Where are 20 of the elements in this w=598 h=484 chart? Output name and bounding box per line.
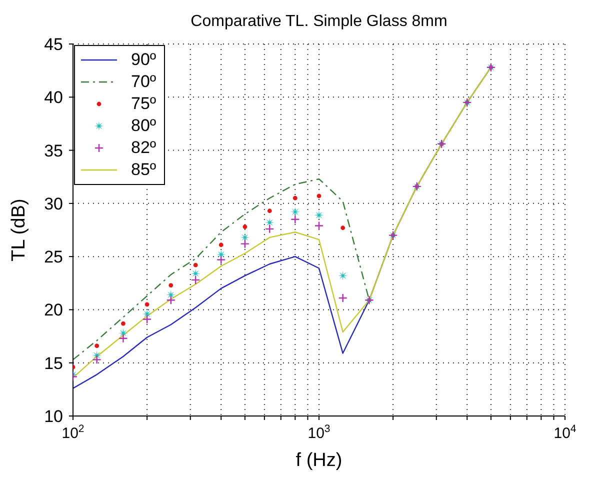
legend-label: 70º (131, 72, 156, 92)
y-tick-label: 25 (44, 248, 63, 267)
y-axis-title: TL (dB) (8, 198, 30, 262)
legend-label: 80º (131, 116, 156, 136)
y-tick-label: 20 (44, 300, 63, 320)
y-tick-label: 40 (44, 88, 63, 108)
legend-label: 82º (131, 138, 156, 158)
x-axis-title: f (Hz) (296, 450, 342, 471)
x-tick-label: 10$^{4}$ (554, 423, 576, 442)
legend-label: 85º (131, 160, 156, 180)
legend-label: 90º (131, 50, 156, 70)
y-tick-label: 15 (44, 354, 63, 373)
x-tick-label: 10$^{3}$ (308, 423, 330, 442)
y-tick-label: 45 (44, 35, 63, 54)
chart-title: Comparative TL. Simple Glass 8mm (190, 13, 448, 30)
x-tick-label: 10$^{2}$ (62, 423, 84, 442)
y-tick-label: 30 (44, 194, 63, 214)
y-tick-label: 10 (44, 407, 63, 426)
legend-label: 75º (131, 94, 156, 114)
y-tick-label: 35 (44, 141, 63, 160)
